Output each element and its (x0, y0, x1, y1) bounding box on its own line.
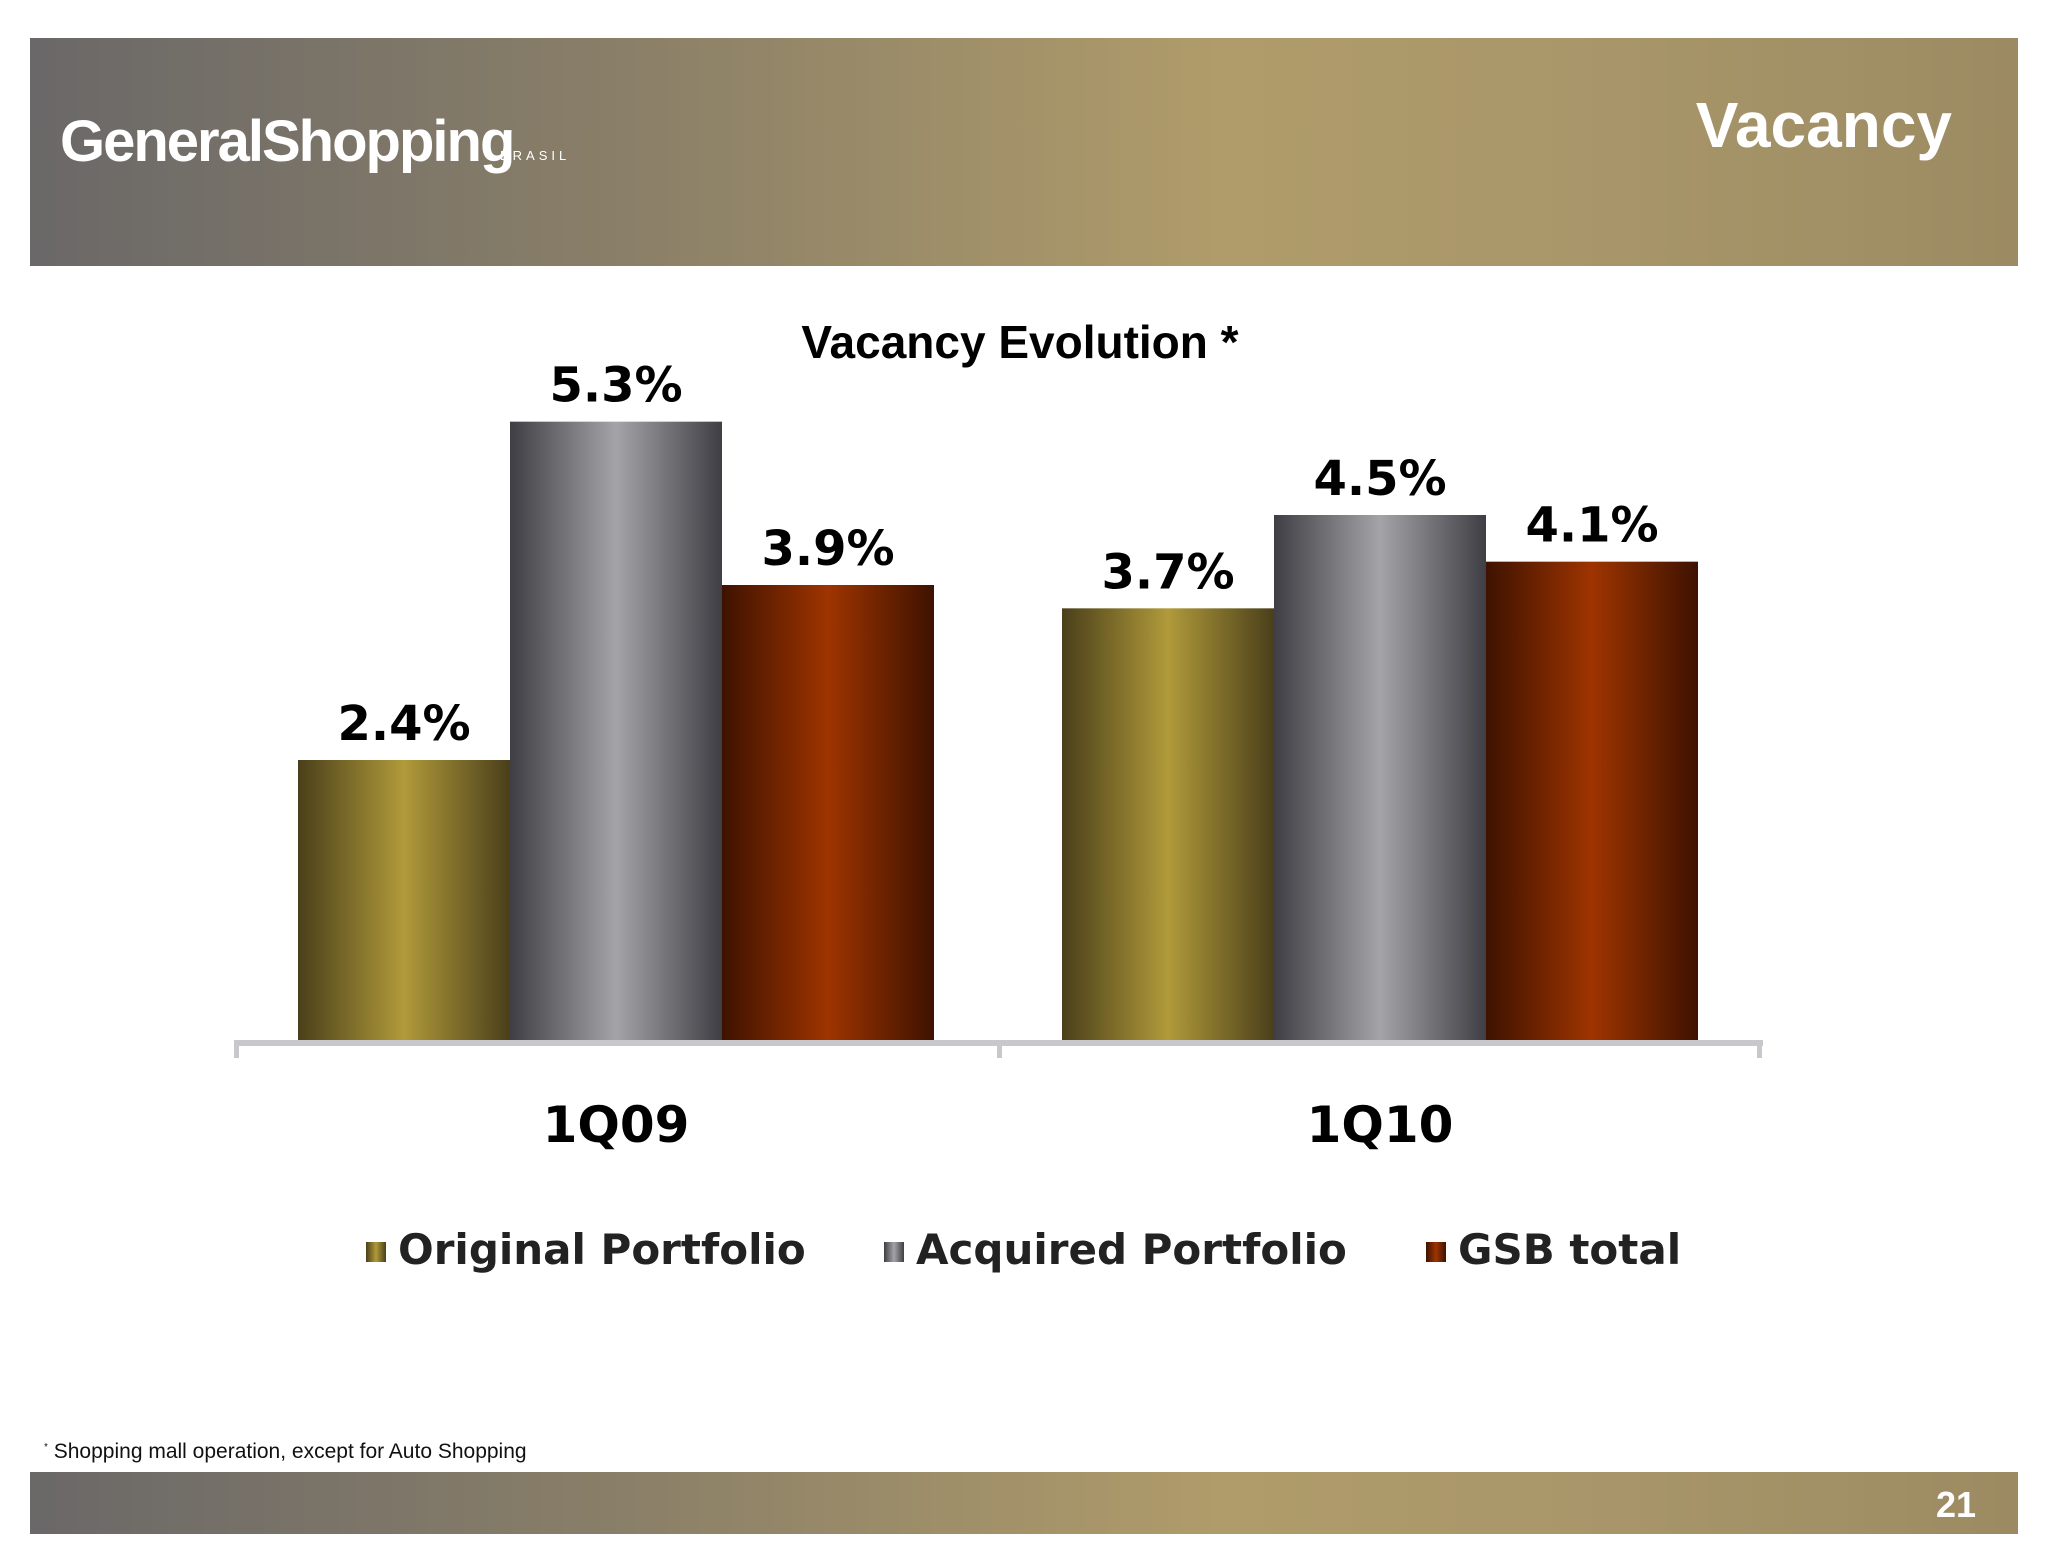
legend-swatch (884, 1242, 904, 1262)
bar-acquired-portfolio-1q09 (510, 421, 722, 1041)
chart-title: Vacancy Evolution * (801, 316, 1238, 368)
bar-original-portfolio-1q10 (1062, 608, 1274, 1040)
x-axis-tick (997, 1040, 1002, 1058)
data-label: 4.1% (1525, 498, 1658, 554)
footer-bar (30, 1472, 2018, 1534)
page-title: Vacancy (1695, 89, 1952, 161)
footnote-text: Shopping mall operation, except for Auto… (53, 1440, 527, 1463)
legend-label: Acquired Portfolio (916, 1225, 1347, 1274)
header-bar (30, 38, 2018, 266)
bar-original-portfolio-1q09 (298, 760, 510, 1040)
bar-gsb-total-1q09 (722, 585, 934, 1040)
data-label: 4.5% (1313, 451, 1446, 507)
logo-country: BRASIL (500, 148, 571, 163)
legend-swatch (1426, 1242, 1446, 1262)
legend-label: Original Portfolio (398, 1225, 806, 1274)
footnote-mark: * (44, 1442, 48, 1453)
footnote: * Shopping mall operation, except for Au… (44, 1440, 527, 1464)
legend-swatch (366, 1242, 386, 1262)
data-label: 2.4% (337, 696, 470, 752)
x-axis-tick (234, 1040, 239, 1058)
category-label: 1Q09 (543, 1096, 690, 1154)
bar-gsb-total-1q10 (1486, 561, 1698, 1040)
page-number: 21 (1935, 1484, 1976, 1525)
data-label: 5.3% (549, 358, 682, 414)
legend-label: GSB total (1458, 1225, 1681, 1274)
x-axis-tick (1757, 1040, 1762, 1058)
data-label: 3.7% (1101, 544, 1234, 600)
data-label: 3.9% (761, 521, 894, 577)
category-label: 1Q10 (1307, 1096, 1454, 1154)
bar-acquired-portfolio-1q10 (1274, 515, 1486, 1040)
company-logo: GeneralShopping (60, 109, 515, 174)
